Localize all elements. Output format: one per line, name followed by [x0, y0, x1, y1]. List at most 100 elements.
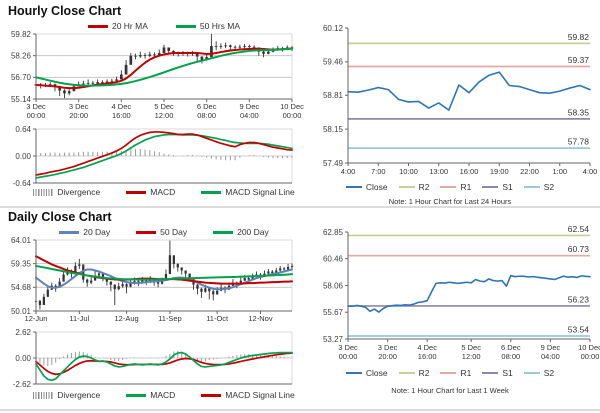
section-divider-top — [0, 206, 600, 208]
legend-item-s1: S1 — [482, 182, 513, 192]
svg-text:57.49: 57.49 — [323, 159, 344, 168]
svg-text:0.64: 0.64 — [15, 125, 31, 134]
legend-label: 200 Day — [237, 227, 269, 237]
legend-item-macd: MACD — [126, 390, 175, 400]
50-hrs-ma-line-swatch — [175, 24, 196, 28]
svg-text:5 Dec: 5 Dec — [461, 343, 481, 352]
svg-text:50.01: 50.01 — [11, 307, 32, 316]
legend-item-r2: R2 — [398, 182, 429, 192]
svg-text:6 Dec: 6 Dec — [197, 102, 217, 111]
svg-text:62.85: 62.85 — [323, 228, 344, 237]
close-line-swatch — [345, 185, 362, 189]
level-label-r2: 59.82 — [568, 32, 590, 42]
s1-line-swatch — [482, 371, 499, 375]
svg-text:11-Jul: 11-Jul — [69, 314, 89, 323]
hourly_macd-svg: 0.64 0.00 -0.64 — [13, 125, 293, 188]
legend-label: MACD Signal Line — [225, 390, 295, 400]
macd-line-swatch — [126, 393, 147, 397]
legend-item-macd-signal-line: MACD Signal Line — [201, 390, 295, 400]
svg-text:64.01: 64.01 — [11, 236, 32, 245]
series-50-hrs-ma — [35, 47, 293, 87]
r2-line-swatch — [398, 371, 415, 375]
svg-text:58.15: 58.15 — [323, 125, 344, 134]
svg-text:12-Nov: 12-Nov — [248, 314, 272, 323]
svg-text:10 Dec: 10 Dec — [578, 343, 600, 352]
series-macd — [35, 351, 293, 382]
svg-text:04:00: 04:00 — [541, 352, 560, 361]
r2-line-swatch — [398, 185, 415, 189]
legend-label: 20 Hr MA — [111, 21, 148, 31]
hourly-macd-legend: Divergence MACD MACD Signal Line — [33, 187, 295, 197]
svg-text:-0.64: -0.64 — [13, 179, 32, 188]
legend-label: MACD Signal Line — [225, 187, 295, 197]
hourly-support-resistance-chart: 59.82 59.37 58.35 57.78 60.12 59.46 58.81 58.15… — [302, 18, 598, 180]
svg-text:3 Dec: 3 Dec — [69, 102, 89, 111]
level-label-s1: 56.23 — [568, 294, 590, 304]
legend-item-s1: S1 — [482, 368, 513, 378]
svg-text:4:00: 4:00 — [583, 167, 598, 176]
hourly-price-chart: 59.82 58.26 56.70 55.14 3 Dec 00:00 3 Dec 20:00… — [0, 30, 304, 124]
level-label-r2: 62.54 — [568, 224, 590, 234]
daily-price-legend: 20 Day 50 Day 200 Day — [36, 227, 292, 237]
daily-macd-chart: 2.62 0.00 -2.62 — [0, 328, 298, 389]
svg-text:53.27: 53.27 — [323, 335, 344, 344]
candlesticks — [34, 240, 294, 310]
svg-text:16:00: 16:00 — [112, 111, 131, 120]
svg-text:60.12: 60.12 — [323, 24, 344, 33]
legend-item-50-day: 50 Day — [136, 227, 187, 237]
svg-text:54.68: 54.68 — [11, 283, 32, 292]
svg-text:12:00: 12:00 — [155, 111, 174, 120]
svg-text:3 Dec: 3 Dec — [338, 343, 358, 352]
legend-label: R1 — [460, 368, 472, 378]
svg-text:11-Sep: 11-Sep — [158, 314, 182, 323]
series-20-hr-ma — [35, 47, 293, 90]
series-macd — [35, 131, 293, 176]
svg-text:9 Dec: 9 Dec — [240, 102, 260, 111]
svg-text:0.00: 0.00 — [15, 152, 31, 161]
series-macd-signal-line — [35, 352, 293, 376]
s2-line-swatch — [523, 371, 540, 375]
svg-text:3 Dec: 3 Dec — [26, 102, 46, 111]
svg-text:60.46: 60.46 — [323, 254, 344, 263]
svg-text:13:00: 13:00 — [429, 167, 448, 176]
svg-text:56.70: 56.70 — [11, 73, 32, 82]
s1-line-swatch — [482, 185, 499, 189]
200-day-line-swatch — [213, 230, 234, 234]
svg-text:58.26: 58.26 — [11, 51, 32, 60]
legend-item-20-hr-ma: 20 Hr MA — [87, 21, 148, 31]
daily-macd-legend: Divergence MACD MACD Signal Line — [33, 390, 295, 400]
legend-label: S2 — [543, 182, 555, 192]
legend-item-50-hrs-ma: 50 Hrs MA — [175, 21, 240, 31]
svg-text:3 Dec: 3 Dec — [378, 343, 398, 352]
weekly-sr-note: Note: 1 Hour Chart for Last 1 Week — [391, 386, 509, 395]
svg-text:55.14: 55.14 — [11, 95, 32, 104]
20-hr-ma-line-swatch — [87, 24, 108, 28]
svg-text:20:00: 20:00 — [378, 352, 397, 361]
legend-label: Divergence — [57, 187, 101, 197]
legend-label: MACD — [150, 187, 176, 197]
s2-line-swatch — [523, 185, 540, 189]
daily-section-title: Daily Close Chart — [8, 210, 112, 224]
legend-item-divergence: Divergence — [33, 390, 100, 400]
r1-line-swatch — [440, 185, 457, 189]
legend-item-20-day: 20 Day — [59, 227, 110, 237]
legend-label: S1 — [502, 368, 513, 378]
svg-text:12-Aug: 12-Aug — [114, 314, 138, 323]
svg-text:6 Dec: 6 Dec — [501, 343, 521, 352]
legend-label: Close — [365, 368, 388, 378]
svg-text:9 Dec: 9 Dec — [541, 343, 561, 352]
level-label-s2: 53.54 — [568, 324, 590, 334]
svg-text:58.81: 58.81 — [323, 91, 344, 100]
series-close — [347, 71, 591, 111]
svg-text:00:00: 00:00 — [27, 111, 46, 120]
legend-item-macd: MACD — [126, 187, 175, 197]
legend-item-r2: R2 — [398, 368, 429, 378]
hourly-macd-chart: 0.64 0.00 -0.64 — [0, 122, 298, 188]
level-label-r1: 59.37 — [568, 55, 590, 65]
50-day-line-swatch — [136, 230, 157, 234]
svg-text:22:00: 22:00 — [520, 167, 539, 176]
svg-text:4:00: 4:00 — [341, 167, 356, 176]
series-200-day — [35, 264, 293, 281]
daily_macd-svg: 2.62 0.00 -2.62 — [13, 328, 293, 389]
